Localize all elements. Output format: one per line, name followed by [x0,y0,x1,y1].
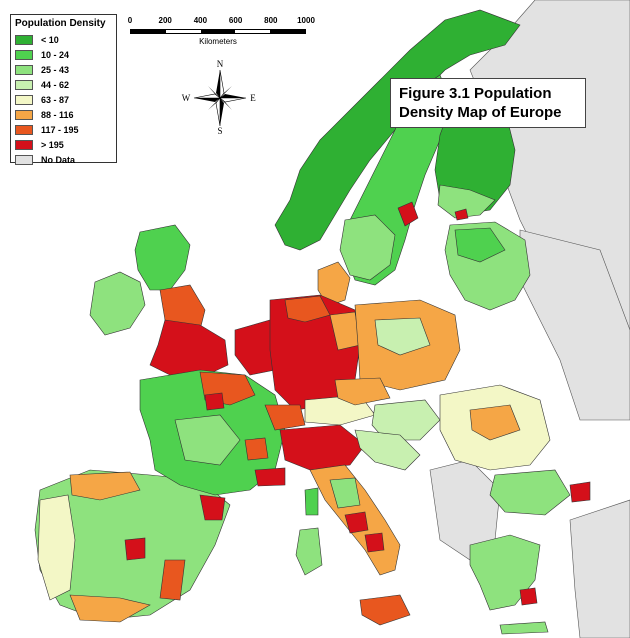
region-riviera [254,467,286,487]
legend-label: 44 - 62 [41,79,70,90]
region-italy-north [279,424,366,471]
scale-tick-label: 600 [228,16,243,25]
region-helsinki [454,208,469,221]
legend-label: No Data [41,154,76,165]
region-bulgaria [489,469,571,516]
region-crete [499,621,549,635]
region-romania-detail [469,404,521,441]
legend-item: < 10 [15,32,112,47]
scale-tick-label: 400 [193,16,208,25]
compass-s: S [217,126,222,136]
region-ireland [89,271,146,336]
region-turkey-no-data [569,499,630,638]
legend-label: 117 - 195 [41,124,79,135]
region-belarus-ukraine-no-data [519,229,630,421]
region-hungary [371,399,441,441]
region-germany-north [284,295,331,323]
region-italy-central [329,477,361,509]
region-rome [344,511,369,534]
legend-item: 10 - 24 [15,47,112,62]
legend-swatch [15,154,33,165]
legend-swatch [15,94,33,105]
region-denmark [317,261,351,307]
compass-n: N [217,59,224,69]
region-switzerland [264,404,306,431]
region-sweden-south [339,214,396,281]
region-sardinia [295,527,323,576]
scale-tick-label: 200 [158,16,172,25]
region-stockholm [397,201,419,227]
compass-rose-icon: N S E W [182,59,257,136]
legend-label: < 10 [41,34,59,45]
legend-swatch [15,139,33,150]
caption-line-1: Figure 3.1 Population [399,85,552,102]
legend-label: 25 - 43 [41,64,70,75]
legend-item: 117 - 195 [15,122,112,137]
legend-item: > 195 [15,137,112,152]
region-valencia [159,559,186,601]
region-norway [274,9,521,251]
region-barcelona [199,494,226,521]
legend-label: 88 - 116 [41,109,74,120]
legend-swatch [15,109,33,120]
region-england-south [149,319,229,379]
compass-w: W [182,93,191,103]
region-finland-south [437,184,496,219]
scale-tick-label: 800 [264,16,278,25]
region-corsica [304,487,319,516]
legend-item: 44 - 62 [15,77,112,92]
region-madrid [124,537,146,561]
legend-swatch [15,64,33,75]
region-spain-north [69,471,141,501]
region-baltic-detail [454,227,506,263]
region-poland-detail [374,317,431,356]
region-france-central [174,414,241,466]
caption-line-2: Density Map of Europe [399,104,562,121]
legend-item: No Data [15,152,112,167]
region-portugal [37,494,76,601]
legend-swatch [15,124,33,135]
legend-label: 10 - 24 [41,49,70,60]
compass-e: E [250,93,256,103]
legend-swatch [15,34,33,45]
legend-title: Population Density [15,18,106,29]
region-sicily [359,594,411,626]
legend-item: 63 - 87 [15,92,112,107]
legend-swatch [15,79,33,90]
region-andalusia [69,594,151,623]
legend-item: 25 - 43 [15,62,112,77]
legend-items: < 10 10 - 24 25 - 43 44 - 62 63 - 87 88 - 116… [15,32,112,167]
map-legend: Population Density < 10 10 - 24 25 - 43 44 … [10,14,117,165]
figure-caption: Figure 3.1 Population Density Map of Eur… [390,78,586,128]
region-lyon [244,437,269,461]
legend-label: 63 - 87 [41,94,70,105]
scale-tick-label: 0 [127,16,133,25]
region-athens [519,587,538,606]
region-sofia [569,481,591,503]
scale-units-label: Kilometers [199,37,237,46]
region-paris [204,392,225,411]
legend-swatch [15,49,33,60]
legend-item: 88 - 116 [15,107,112,122]
scale-bar: 0 200 400 600 800 1000 Kilometers [127,12,315,54]
scale-tick-label: 1000 [297,16,315,25]
region-croatia-slovenia [354,429,421,471]
region-naples [364,532,385,553]
scale-bar-graphic [130,29,306,34]
region-czech [334,377,391,406]
region-scotland [134,224,191,291]
legend-label: > 195 [41,139,64,150]
